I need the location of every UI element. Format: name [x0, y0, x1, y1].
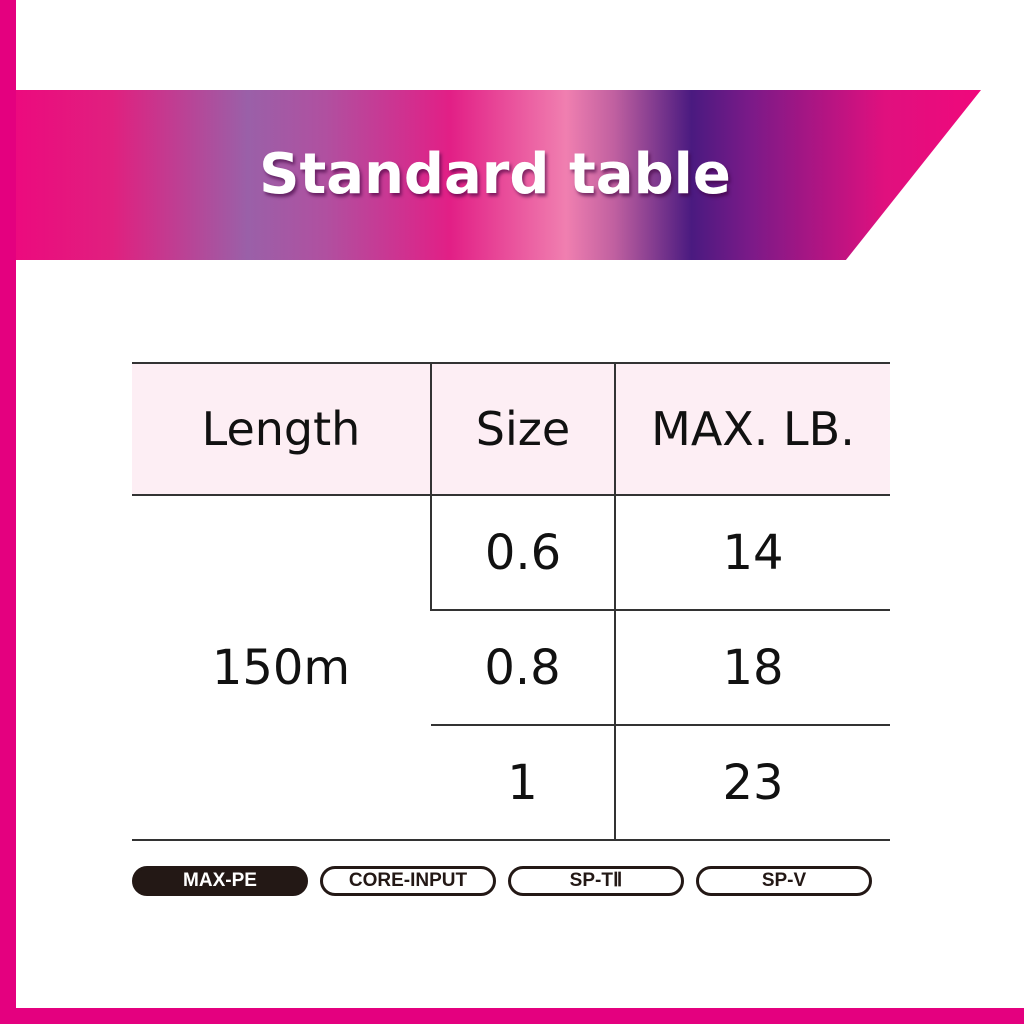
- title-banner: [16, 90, 981, 260]
- tag-core-input: CORE-INPUT: [320, 866, 496, 896]
- tag-sp-v: SP-V: [696, 866, 872, 896]
- tag-sp-t2: SP-TⅡ: [508, 866, 684, 896]
- table-row: 0.8 18: [132, 609, 890, 726]
- max-lb-cell: 14: [614, 494, 890, 611]
- product-tags: MAX-PE CORE-INPUT SP-TⅡ SP-V: [132, 866, 872, 896]
- table-row: 150m 0.6 14: [132, 494, 890, 841]
- spec-table: Length Size MAX. LB. 150m 0.6 14 0.8 18 …: [132, 362, 890, 841]
- header-length: Length: [132, 362, 431, 496]
- size-cell: 0.8: [431, 609, 615, 726]
- header-size: Size: [430, 362, 615, 496]
- table-header-row: Length Size MAX. LB.: [132, 362, 890, 496]
- size-cell: 0.6: [430, 494, 615, 611]
- tag-max-pe: MAX-PE: [132, 866, 308, 896]
- bottom-accent-bar: [0, 1008, 1024, 1024]
- size-cell: 1: [431, 724, 615, 841]
- max-lb-cell: 23: [614, 724, 890, 841]
- left-accent-bar: [0, 0, 16, 1024]
- table-row: 1 23: [132, 724, 890, 841]
- header-max-lb: MAX. LB.: [614, 362, 890, 496]
- page-title: Standard table: [259, 142, 731, 207]
- length-cell: 150m: [132, 494, 431, 841]
- max-lb-cell: 18: [614, 609, 890, 726]
